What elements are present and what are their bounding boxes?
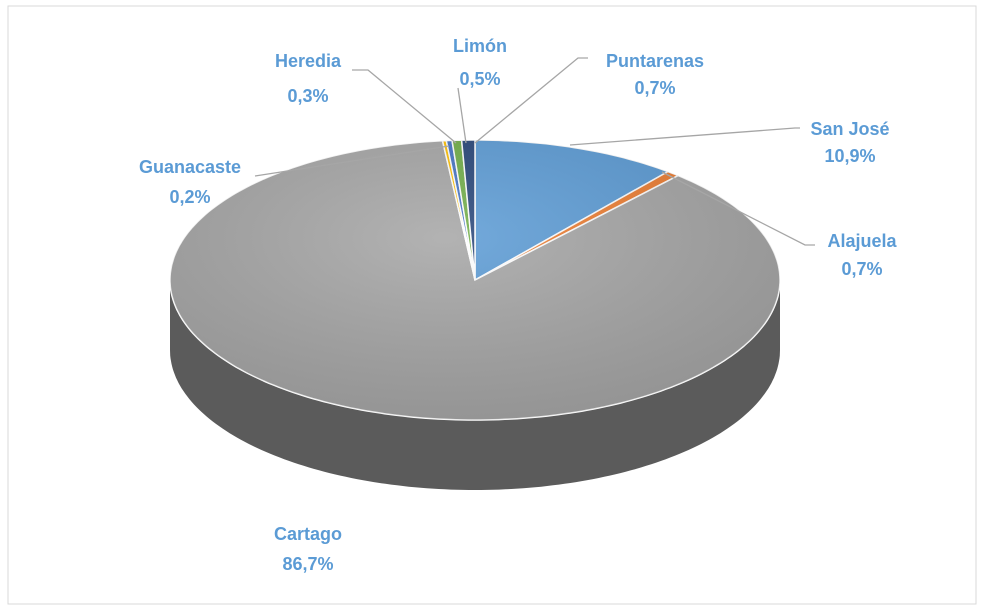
category-label: Heredia [275,51,342,71]
labels: San José 10,9% Alajuela 0,7% Cartago 86,7% Gua… [139,36,898,574]
category-label: Limón [453,36,507,56]
value-label: 86,7% [282,554,333,574]
value-label: 0,5% [459,69,500,89]
leader-line [661,171,815,246]
category-label: Puntarenas [606,51,704,71]
value-label: 0,7% [634,78,675,98]
leader-line [569,127,800,146]
category-label: Cartago [274,524,342,544]
leader-line [474,57,588,144]
leader-lines [254,57,815,246]
leader-line [457,87,467,144]
leader-line [254,145,450,177]
category-label: San José [810,119,889,139]
leader-line [352,69,457,144]
category-label: Guanacaste [139,157,241,177]
value-label: 0,7% [841,259,882,279]
category-label: Alajuela [827,231,897,251]
value-label: 10,9% [824,146,875,166]
value-label: 0,2% [169,187,210,207]
slice-side [170,280,780,490]
value-label: 0,3% [287,86,328,106]
pie [169,139,781,490]
